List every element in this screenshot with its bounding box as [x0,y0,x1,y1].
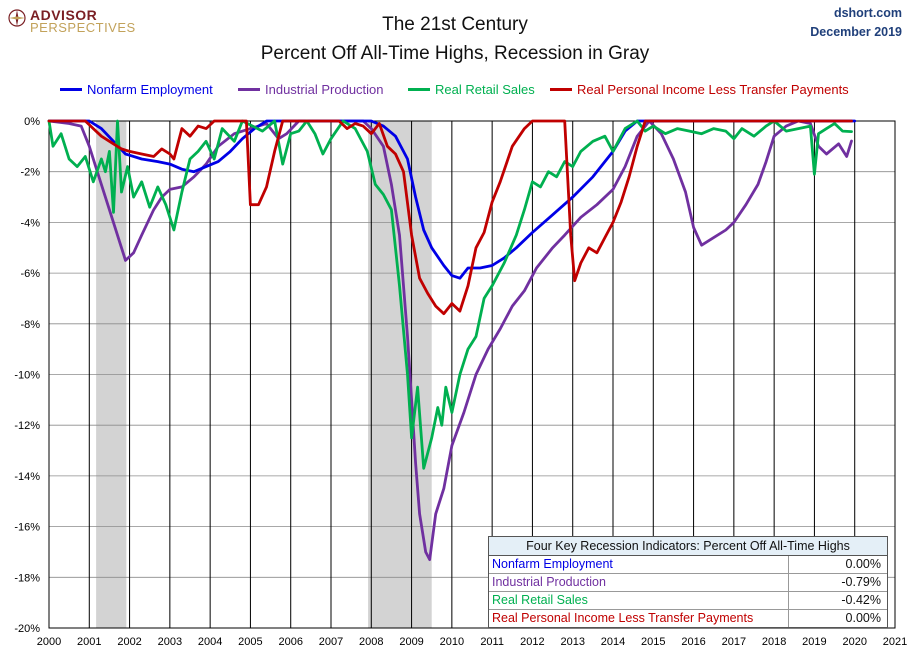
indicator-table: Four Key Recession Indicators: Percent O… [488,536,888,628]
source-label: dshort.com [833,6,902,20]
x-tick-label: 2008 [359,636,383,648]
industrial-production-line [47,119,853,561]
legend-label-employment: Nonfarm Employment [87,82,213,97]
y-tick-label: -16% [14,522,40,534]
x-tick-label: 2006 [278,636,302,648]
legend-swatch-employment [60,88,82,91]
legend-label-income: Real Personal Income Less Transfer Payme… [577,82,849,97]
y-tick-label: -6% [20,268,40,280]
employment-line [47,119,857,280]
x-tick-label: 2011 [480,636,504,648]
legend-swatch-retail [408,88,430,91]
y-tick-label: -20% [14,623,40,635]
legend-label-retail: Real Retail Sales [435,82,535,97]
x-tick-label: 2012 [520,636,544,648]
x-tick-label: 2021 [883,636,907,648]
x-tick-label: 2013 [560,636,584,648]
x-tick-label: 2000 [37,636,61,648]
legend-item-retail: Real Retail Sales [408,82,535,97]
table-row-label: Nonfarm Employment [489,556,789,573]
legend-label-industrial: Industrial Production [265,82,384,97]
legend-item-income: Real Personal Income Less Transfer Payme… [550,82,849,97]
table-row-value: 0.00% [845,557,881,571]
y-tick-label: -2% [20,167,40,179]
x-tick-label: 2017 [722,636,746,648]
y-tick-label: 0% [24,116,40,128]
table-row-value: -0.42% [841,593,881,607]
table-row: Nonfarm Employment 0.00% [489,556,887,574]
brand-line2: PERSPECTIVES [30,20,136,35]
chart-title-line2: Percent Off All-Time Highs, Recession in… [260,43,650,64]
x-tick-label: 2020 [842,636,866,648]
x-tick-label: 2003 [158,636,182,648]
date-label: December 2019 [810,25,902,39]
income-line [47,119,853,316]
x-tick-label: 2002 [117,636,141,648]
plot-frame [48,120,896,629]
x-tick-label: 2015 [641,636,665,648]
chart-legend: Nonfarm Employment Industrial Production… [0,82,910,102]
y-tick-label: -4% [20,217,40,229]
legend-item-industrial: Industrial Production [238,82,384,97]
x-tick-label: 2005 [238,636,262,648]
y-tick-label: -18% [14,572,40,584]
retail-sales-line [47,119,853,470]
table-row: Industrial Production -0.79% [489,574,887,592]
table-row-label: Industrial Production [489,574,789,591]
table-row: Real Personal Income Less Transfer Payme… [489,610,887,627]
brand-line1: ADVISOR [30,7,98,23]
x-tick-label: 2004 [198,636,222,648]
indicator-table-header: Four Key Recession Indicators: Percent O… [489,537,887,556]
legend-swatch-industrial [238,88,260,91]
brand-logo: ADVISOR PERSPECTIVES [8,7,148,37]
compass-rose-icon [8,9,26,27]
x-tick-label: 2019 [802,636,826,648]
x-tick-label: 2018 [762,636,786,648]
y-tick-label: -12% [14,420,40,432]
x-tick-label: 2014 [601,636,625,648]
x-tick-label: 2009 [399,636,423,648]
table-row: Real Retail Sales -0.42% [489,592,887,610]
y-tick-label: -10% [14,370,40,382]
x-tick-label: 2001 [77,636,101,648]
table-row-value: 0.00% [845,611,881,625]
chart-title-line1: The 21st Century [382,14,528,35]
legend-item-employment: Nonfarm Employment [60,82,213,97]
y-tick-label: -14% [14,471,40,483]
y-tick-label: -8% [20,319,40,331]
x-tick-label: 2016 [681,636,705,648]
table-row-value: -0.79% [841,575,881,589]
table-row-label: Real Retail Sales [489,592,789,609]
x-tick-label: 2010 [440,636,464,648]
legend-swatch-income [550,88,572,91]
table-row-label: Real Personal Income Less Transfer Payme… [489,610,789,627]
x-tick-label: 2007 [319,636,343,648]
